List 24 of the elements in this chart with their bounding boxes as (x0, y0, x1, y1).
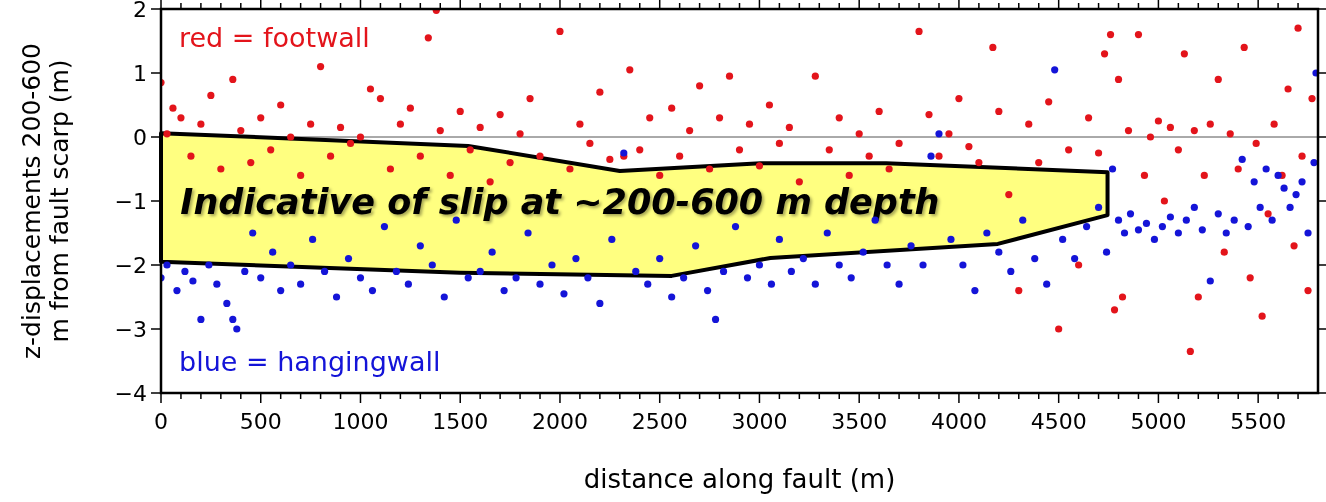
x-tick-label: 3000 (731, 409, 788, 434)
x-tick-label: 500 (239, 409, 282, 434)
y-tick-label: −1 (114, 188, 147, 214)
x-tick-label: 1000 (332, 409, 389, 434)
x-tick-label: 2500 (631, 409, 688, 434)
x-tick-label: 5500 (1230, 409, 1287, 434)
x-tick-label: 5000 (1130, 409, 1187, 434)
y-tick-label: −3 (114, 316, 147, 342)
x-tick-label: 2000 (531, 409, 588, 434)
y-tick-label: −4 (114, 380, 147, 406)
annotation: blue = hangingwall (179, 346, 441, 377)
x-tick-label: 3500 (831, 409, 888, 434)
y-axis-title: z-displacements 200-600 m from fault scarp (m) (17, 42, 74, 360)
y-tick-label: 1 (133, 60, 147, 86)
y-tick-label: 0 (133, 124, 147, 150)
x-tick-label: 4500 (1030, 409, 1087, 434)
x-tick-label: 4000 (930, 409, 987, 434)
x-tick-label: 0 (154, 409, 168, 434)
y-tick-label: −2 (114, 252, 147, 278)
x-axis-title: distance along fault (m) (583, 464, 896, 494)
annotation: Indicative of slip at ~200-600 m depth (180, 182, 940, 223)
y-tick-label: 2 (133, 0, 147, 22)
annotation: red = footwall (179, 22, 370, 53)
x-tick-label: 1500 (432, 409, 489, 434)
